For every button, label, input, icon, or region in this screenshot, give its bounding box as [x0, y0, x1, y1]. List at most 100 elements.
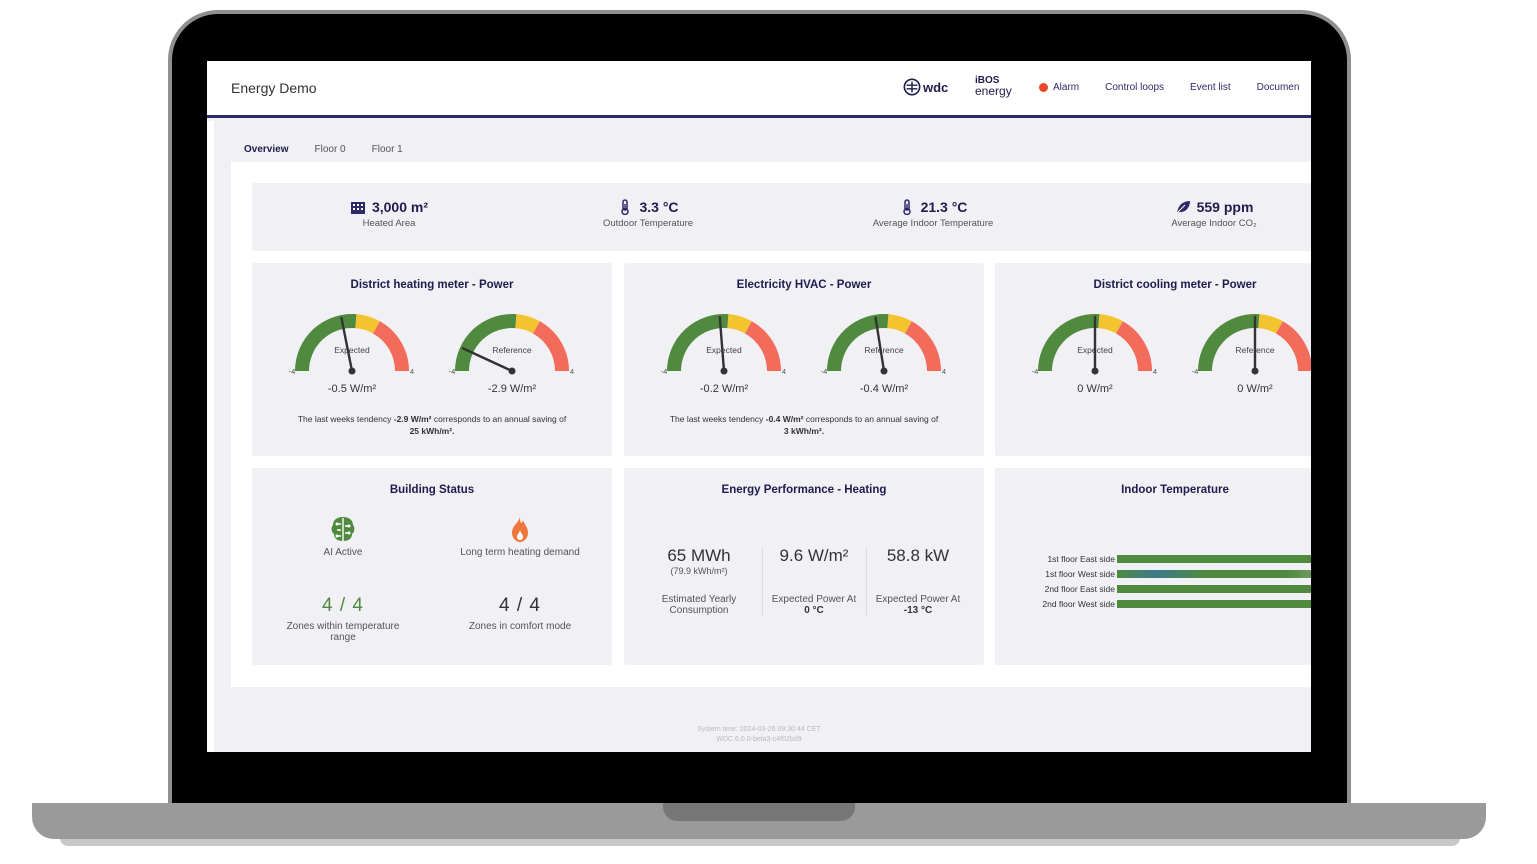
- zones-temp-value: 4 / 4: [322, 595, 364, 616]
- gauge-needle: [340, 316, 354, 373]
- kpi-bar: 3,000 m² Heated Area 3.3 °C Outdoor Temp…: [252, 183, 1311, 251]
- perf-power0-value: 9.6 W/m²: [779, 546, 849, 565]
- alarm-dot-icon: [1039, 83, 1048, 92]
- gauge-needle: [874, 316, 886, 373]
- gauge-expected: Expected -4 4: [282, 309, 422, 399]
- tab-floor-0[interactable]: Floor 0: [314, 144, 346, 155]
- kpi-label: Average Indoor Temperature: [872, 218, 994, 229]
- perf-power-0: 9.6 W/m² Expected Power At 0 °C: [764, 546, 864, 616]
- nav-event-list[interactable]: Event list: [1190, 82, 1231, 93]
- gauge-min-label: -4: [1032, 367, 1039, 376]
- nav-control-loops[interactable]: Control loops: [1105, 82, 1165, 93]
- tendency-text: The last weeks tendency -2.9 W/m² corres…: [252, 413, 612, 437]
- perf-power13-label: Expected Power At: [875, 594, 961, 605]
- temp-row[interactable]: 2nd floor West side: [995, 599, 1311, 610]
- gauge-svg: Expected-44: [1032, 314, 1157, 376]
- nav-alarm[interactable]: Alarm: [1039, 82, 1079, 93]
- top-bar: Energy Demo wdc iBOS energy Alarm Contro…: [207, 61, 1311, 118]
- gauge-yellow-zone: [355, 314, 380, 334]
- kpi-value: 21.3 °C: [920, 199, 968, 215]
- ai-active-status: AI Active: [283, 514, 403, 558]
- gauge-value-label: 0 W/m²: [1237, 383, 1273, 395]
- temp-row[interactable]: 2nd floor East side: [995, 584, 1311, 595]
- gauge-svg: Reference-44: [1192, 314, 1311, 376]
- gauge-yellow-zone: [515, 314, 540, 334]
- gauge-yellow-zone: [727, 314, 752, 334]
- gauge-value-label: -0.5 W/m²: [327, 383, 377, 395]
- gauge-max-label: 4: [570, 367, 574, 376]
- gauge-green-zone: [295, 314, 357, 372]
- gauge-needle: [718, 315, 726, 373]
- ibos-logo[interactable]: iBOS energy: [975, 76, 1012, 98]
- thermometer-icon: [621, 199, 630, 215]
- tendency-value: -2.9 W/m²: [393, 414, 432, 424]
- wdc-logo[interactable]: wdc: [903, 78, 948, 96]
- gauge-green-zone: [667, 314, 729, 372]
- gauge-red-zone: [1275, 321, 1311, 372]
- flame-icon: [512, 516, 528, 542]
- app-title: Energy Demo: [231, 80, 317, 96]
- gauge-reference: Reference -4 4: [814, 309, 954, 399]
- heating-demand-label: Long term heating demand: [460, 547, 580, 558]
- perf-yearly-sub: (79.9 kWh/m²): [670, 566, 728, 576]
- gauge-max-label: 4: [410, 367, 414, 376]
- kpi-value: 3,000 m²: [371, 199, 429, 215]
- temp-row[interactable]: 1st floor East side: [995, 554, 1311, 565]
- zones-comfort-mode: 4 / 4 Zones in comfort mode: [450, 595, 590, 632]
- perf-divider: [866, 546, 867, 616]
- perf-power13-temp: -13 °C: [903, 605, 933, 616]
- gauge-value-label: -2.9 W/m²: [487, 383, 537, 395]
- kpi-label: Heated Area: [362, 218, 416, 229]
- temp-bar: [1117, 570, 1311, 578]
- gauge-needle: [461, 347, 514, 373]
- zones-temp-range: 4 / 4 Zones within temperature range: [273, 595, 413, 643]
- tendency-value: -0.4 W/m²: [765, 414, 804, 424]
- gauge-needle-hub: [508, 367, 516, 375]
- perf-yearly-value: 65 MWh: [667, 546, 731, 565]
- perf-power13-value: 58.8 kW: [886, 546, 950, 565]
- tab-floor-1[interactable]: Floor 1: [371, 144, 403, 155]
- kpi-value: 3.3 °C: [639, 199, 679, 215]
- temp-bar: [1117, 600, 1311, 608]
- nav-alarm-label: Alarm: [1053, 82, 1080, 93]
- kpi-heated-area: 3,000 m² Heated Area: [289, 199, 489, 229]
- nav-documentation[interactable]: Documen: [1256, 82, 1300, 93]
- gauge-green-zone: [1038, 314, 1100, 372]
- gauge-needle-hub: [720, 367, 728, 375]
- gauge-svg: Expected -4 4: [289, 314, 414, 376]
- gauge-min-label: -4: [289, 367, 296, 376]
- system-time: System time: 2024-03-26 09:30:44 CET: [697, 726, 821, 733]
- gauge-red-zone: [744, 321, 781, 372]
- gauge-min-label: -4: [661, 367, 668, 376]
- perf-divider: [762, 546, 763, 616]
- gauge-max-label: 4: [782, 367, 786, 376]
- temp-row-label: 2nd floor East side: [1044, 584, 1115, 594]
- gauge-green-zone: [1198, 314, 1260, 372]
- left-strip: [207, 121, 214, 752]
- zones-temp-label: Zones within temperature range: [286, 621, 400, 643]
- gauge-red-zone: [532, 321, 569, 372]
- kpi-outdoor-temp: 3.3 °C Outdoor Temperature: [548, 199, 748, 229]
- top-nav: Alarm Control loops Event list Documen: [1039, 82, 1299, 93]
- heating-demand-status: Long term heating demand: [450, 514, 590, 558]
- kpi-indoor-co2: 559 ppm Average Indoor CO₂: [1114, 199, 1311, 229]
- gauge-name: Reference: [864, 345, 903, 355]
- perf-yearly: 65 MWh (79.9 kWh/m²) Estimated Yearly Co…: [644, 546, 754, 616]
- building-icon: [350, 202, 365, 214]
- gauge-max-label: 4: [942, 367, 946, 376]
- indoor-temperature-card: Indoor Temperature 1st floor East side 1…: [995, 468, 1311, 665]
- gauge-needle-hub: [1091, 367, 1099, 375]
- gauge-max-label: 4: [1153, 367, 1157, 376]
- gauge-name: Reference: [492, 345, 531, 355]
- gauge-name: Expected: [334, 345, 370, 355]
- tendency-mid: corresponds to an annual saving of: [431, 414, 567, 424]
- screen: Energy Demo wdc iBOS energy Alarm Contro…: [207, 61, 1311, 752]
- gauge-yellow-zone: [887, 314, 912, 334]
- tendency-pre: The last weeks tendency: [297, 414, 394, 424]
- wdc-logo-text: wdc: [923, 79, 949, 95]
- temp-row[interactable]: 1st floor West side: [995, 569, 1311, 580]
- gauge-value-label: -0.2 W/m²: [699, 383, 749, 395]
